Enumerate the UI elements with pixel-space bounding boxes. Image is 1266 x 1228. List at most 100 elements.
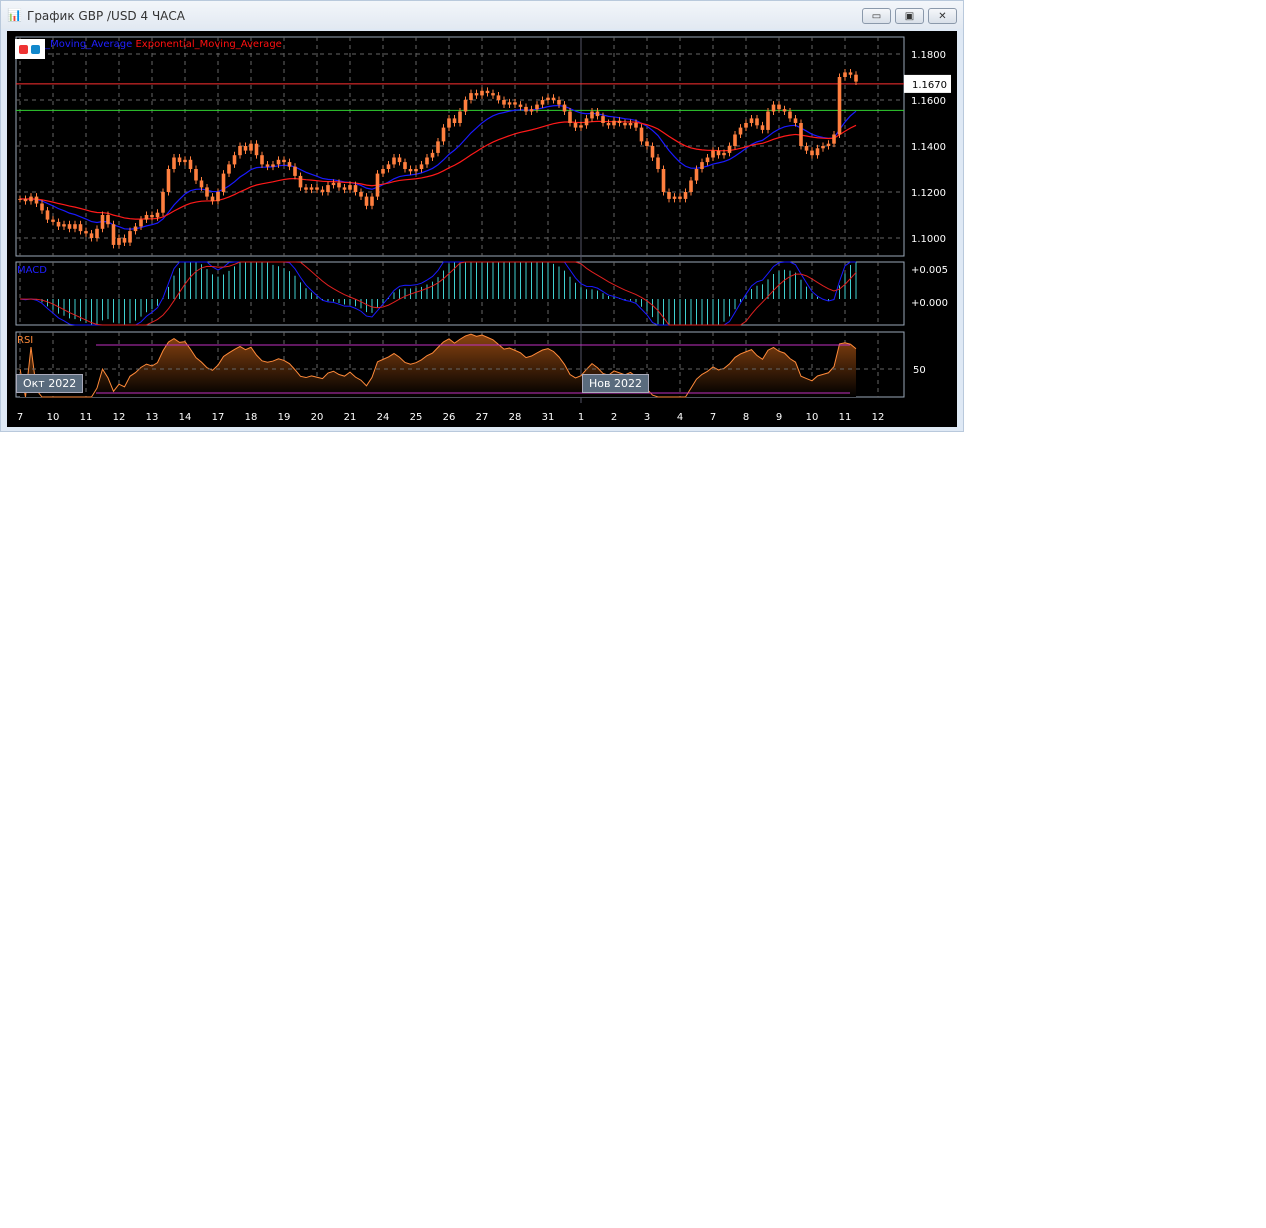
candle-body xyxy=(551,97,556,100)
candle-body xyxy=(513,102,517,105)
candle-body xyxy=(194,169,198,181)
candle-body xyxy=(568,111,572,123)
candle-body xyxy=(128,231,132,243)
x-tick-label: 4 xyxy=(677,412,683,423)
x-tick-label: 19 xyxy=(278,412,291,423)
candle-body xyxy=(342,187,347,190)
candle-body xyxy=(689,180,693,192)
candle-body xyxy=(221,173,226,192)
x-tick-label: 2 xyxy=(611,412,617,423)
candle-body xyxy=(309,187,314,190)
indicator-list-icon[interactable] xyxy=(15,39,45,59)
candle-body xyxy=(337,182,341,188)
candle-body xyxy=(546,97,550,100)
candle-body xyxy=(749,118,754,123)
candle-body xyxy=(408,169,413,172)
candle-body xyxy=(821,146,825,149)
candle-body xyxy=(40,203,44,211)
x-tick-label: 11 xyxy=(80,412,93,423)
y-tick-label: 1.1000 xyxy=(911,234,946,245)
candle-body xyxy=(518,104,523,107)
x-tick-label: 21 xyxy=(344,412,357,423)
rsi-fill xyxy=(20,334,856,397)
candle-body xyxy=(436,141,440,153)
window-title: График GBP /USD 4 ЧАСА xyxy=(27,9,185,23)
ema-slow-line xyxy=(19,120,857,220)
candle-body xyxy=(738,127,743,135)
candle-body xyxy=(293,166,297,176)
candle-body xyxy=(502,100,506,105)
y-tick-label: 1.1200 xyxy=(911,188,946,199)
x-tick-label: 17 xyxy=(212,412,225,423)
candle-body xyxy=(524,106,528,112)
candle-body xyxy=(755,118,759,126)
candle-body xyxy=(716,150,721,156)
close-button[interactable]: ✕ xyxy=(928,8,957,24)
candle-body xyxy=(381,169,385,174)
candle-body xyxy=(84,231,88,234)
candle-body xyxy=(133,226,138,232)
candle-body xyxy=(458,111,462,123)
candle-body xyxy=(249,143,253,151)
candle-body xyxy=(89,233,94,238)
candle-body xyxy=(331,182,336,186)
candle-body xyxy=(210,196,215,202)
candle-body xyxy=(150,215,154,218)
candle-body xyxy=(843,72,847,77)
candle-body xyxy=(183,159,187,163)
x-tick-label: 31 xyxy=(542,412,555,423)
candle-body xyxy=(722,152,726,156)
candle-body xyxy=(188,159,193,169)
macd-tick-label: +0.005 xyxy=(911,265,948,276)
candle-body xyxy=(238,146,242,156)
candle-body xyxy=(320,189,325,192)
candle-body xyxy=(474,93,479,96)
candle-body xyxy=(854,74,858,82)
candle-body xyxy=(397,157,402,163)
candle-body xyxy=(496,95,501,100)
candle-body xyxy=(315,187,319,190)
restore-button[interactable]: ▣ xyxy=(895,8,924,24)
rsi-tick-label: 50 xyxy=(913,365,926,376)
minimize-button[interactable]: ▭ xyxy=(862,8,891,24)
candle-body xyxy=(155,212,160,218)
x-tick-label: 10 xyxy=(47,412,60,423)
candle-body xyxy=(727,146,732,153)
candle-body xyxy=(78,224,83,232)
macd-signal-line xyxy=(19,261,857,326)
candle-body xyxy=(557,100,561,105)
candle-body xyxy=(480,90,484,96)
candle-body xyxy=(650,146,655,158)
macd-label: MACD xyxy=(17,265,47,276)
candle-body xyxy=(227,164,231,174)
candle-body xyxy=(51,219,55,222)
candle-body xyxy=(645,141,649,146)
candle-body xyxy=(672,196,677,199)
candle-body xyxy=(639,127,644,142)
chart-svg[interactable]: 7 10 11 12 13 14 17 18 19 20 21 24 25 26 27 28 31 1 2 3 4 7 8 9… xyxy=(7,31,957,427)
legend-ema-blue: ential_Moving_Average xyxy=(17,39,133,50)
candle-body xyxy=(601,116,605,123)
candle-body xyxy=(590,111,594,119)
x-tick-label: 28 xyxy=(509,412,522,423)
candle-body xyxy=(425,157,429,165)
candle-body xyxy=(139,219,143,227)
candle-body xyxy=(353,185,358,192)
candle-body xyxy=(199,180,204,188)
candle-body xyxy=(304,187,308,190)
candle-body xyxy=(359,192,363,197)
candle-body xyxy=(144,215,149,220)
x-tick-label: 20 xyxy=(311,412,324,423)
chart-area[interactable]: 7 10 11 12 13 14 17 18 19 20 21 24 25 26 27 28 31 1 2 3 4 7 8 9… xyxy=(7,31,957,427)
candle-body xyxy=(441,127,446,142)
candle-body xyxy=(122,238,127,243)
candle-body xyxy=(485,90,490,94)
candle-body xyxy=(832,134,836,144)
candle-body xyxy=(364,196,369,206)
candle-body xyxy=(771,104,776,112)
ema-fast-line xyxy=(19,104,857,230)
candle-body xyxy=(265,164,270,167)
candle-body xyxy=(243,146,248,151)
candle-body xyxy=(469,93,473,100)
candle-body xyxy=(760,125,765,130)
